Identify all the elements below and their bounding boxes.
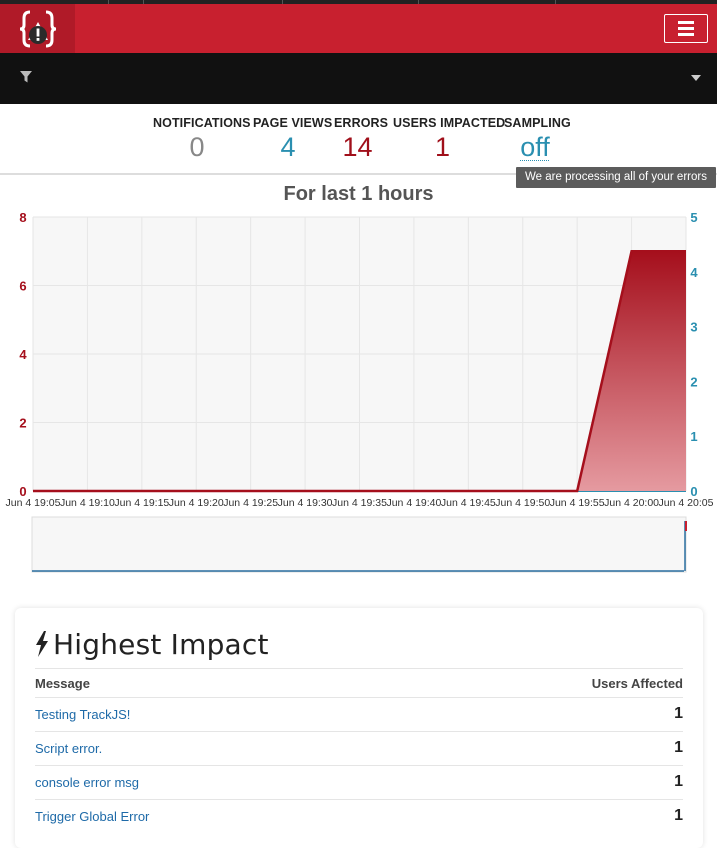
users-affected-count: 1	[674, 705, 683, 722]
bolt-icon	[36, 631, 48, 657]
x-tick-label: Jun 4 19:20	[169, 497, 224, 509]
column-users-affected[interactable]: Users Affected	[591, 676, 683, 691]
x-tick-label: Jun 4 19:50	[495, 497, 550, 509]
y-left-tick-label: 8	[19, 210, 26, 225]
series-area-left	[33, 251, 686, 491]
caret-down-icon[interactable]	[691, 75, 701, 81]
table-row: Script error. 1	[35, 731, 683, 765]
stat-sampling: SAMPLING off	[504, 116, 571, 162]
series-line-left	[33, 250, 686, 493]
card-title-text: Highest Impact	[53, 628, 269, 661]
x-tick-label: Jun 4 19:40	[386, 497, 441, 509]
y-right-tick-label: 4	[690, 265, 698, 280]
filter-icon[interactable]	[20, 71, 32, 83]
menu-button[interactable]	[664, 14, 708, 43]
x-tick-label: Jun 4 19:35	[332, 497, 387, 509]
x-tick-label: Jun 4 19:30	[278, 497, 333, 509]
stat-value: 1	[434, 132, 451, 162]
impact-table: Message Users Affected Testing TrackJS! …	[35, 668, 683, 833]
stat-value: 4	[280, 132, 296, 162]
hamburger-icon	[678, 21, 694, 24]
logo-link[interactable]	[0, 4, 75, 53]
stat-label: NOTIFICATIONS	[153, 116, 251, 130]
stat-users-impacted: USERS IMPACTED 1	[393, 116, 506, 162]
y-left-tick-label: 0	[19, 484, 26, 499]
x-tick-label: Jun 4 19:05	[6, 497, 61, 509]
error-message-link[interactable]: Script error.	[35, 741, 103, 756]
x-tick-label: Jun 4 19:55	[550, 497, 605, 509]
stats-bar: NOTIFICATIONS 0 PAGE VIEWS 4 ERRORS 14 U…	[0, 116, 717, 174]
stat-notifications: NOTIFICATIONS 0	[153, 116, 251, 162]
table-header: Message Users Affected	[35, 668, 683, 697]
app-header	[0, 4, 717, 53]
error-message-link[interactable]: Trigger Global Error	[35, 809, 150, 824]
y-left-tick-label: 4	[19, 347, 27, 362]
filter-bar	[0, 53, 717, 104]
card-title: Highest Impact	[35, 628, 269, 661]
y-right-tick-label: 2	[690, 374, 697, 389]
highest-impact-card: Highest Impact Message Users Affected Te…	[15, 608, 703, 848]
stat-errors: ERRORS 14	[334, 116, 389, 162]
x-tick-label: Jun 4 19:10	[60, 497, 115, 509]
stat-label: ERRORS	[334, 116, 389, 130]
table-row: Testing TrackJS! 1	[35, 697, 683, 731]
trackjs-logo-icon	[19, 10, 57, 48]
error-message-link[interactable]: Testing TrackJS!	[35, 707, 131, 722]
x-tick-label: Jun 4 19:25	[223, 497, 278, 509]
stat-label: USERS IMPACTED	[393, 116, 506, 130]
stat-label: SAMPLING	[504, 116, 571, 130]
stat-page-views: PAGE VIEWS 4	[253, 116, 333, 162]
y-right-tick-label: 3	[690, 320, 697, 335]
chart-title: For last 1 hours	[283, 183, 434, 205]
y-right-tick-label: 0	[690, 484, 697, 499]
y-left-tick-label: 2	[19, 416, 26, 431]
y-left-tick-label: 6	[19, 279, 26, 294]
users-affected-count: 1	[674, 773, 683, 790]
table-row: console error msg 1	[35, 765, 683, 799]
table-row: Trigger Global Error 1	[35, 799, 683, 833]
stat-value: 14	[342, 132, 373, 162]
users-affected-count: 1	[674, 807, 683, 824]
stat-value: 0	[189, 132, 205, 162]
users-affected-count: 1	[674, 739, 683, 756]
y-right-tick-label: 1	[690, 429, 697, 444]
x-tick-label: Jun 4 20:05	[659, 497, 714, 509]
stat-label: PAGE VIEWS	[253, 116, 333, 130]
divider	[0, 173, 717, 175]
x-tick-label: Jun 4 19:45	[441, 497, 496, 509]
x-tick-label: Jun 4 20:00	[604, 497, 659, 509]
x-tick-label: Jun 4 19:15	[114, 497, 169, 509]
top-strip	[0, 0, 717, 4]
sampling-tooltip: We are processing all of your errors	[516, 167, 716, 188]
navigator-pane	[31, 516, 687, 573]
y-right-tick-label: 5	[690, 210, 697, 225]
sampling-link[interactable]: off	[520, 132, 550, 162]
error-message-link[interactable]: console error msg	[35, 775, 140, 790]
column-message[interactable]: Message	[35, 676, 90, 691]
